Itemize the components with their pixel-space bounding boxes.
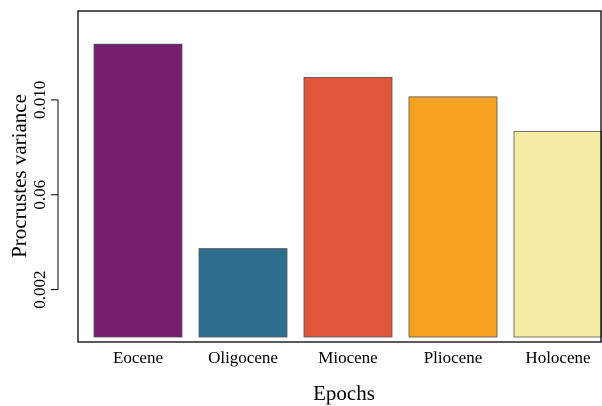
x-tick-label-holocene: Holocene [525, 348, 590, 367]
bars-group [93, 43, 602, 338]
y-tick-label: 0.06 [30, 180, 49, 210]
x-tick-label-pliocene: Pliocene [424, 348, 483, 367]
x-tick-label-miocene: Miocene [318, 348, 377, 367]
x-axis-labels: Eocene Oligocene Miocene Pliocene Holocene [113, 348, 591, 367]
y-tick-label: 0.002 [30, 270, 49, 308]
x-axis-title: Epochs [313, 381, 375, 405]
bar-miocene [303, 76, 393, 338]
x-tick-label-oligocene: Oligocene [208, 348, 278, 367]
bar-holocene [513, 131, 602, 338]
bar-pliocene [408, 96, 498, 338]
bar-oligocene [198, 248, 288, 338]
y-tick-label: 0.010 [30, 81, 49, 119]
x-tick-label-eocene: Eocene [113, 348, 163, 367]
bar-eocene [93, 43, 183, 338]
y-axis: 0.002 0.06 0.010 [30, 81, 59, 309]
y-axis-title: Procrustes variance [7, 94, 31, 258]
plot-frame [77, 10, 602, 343]
